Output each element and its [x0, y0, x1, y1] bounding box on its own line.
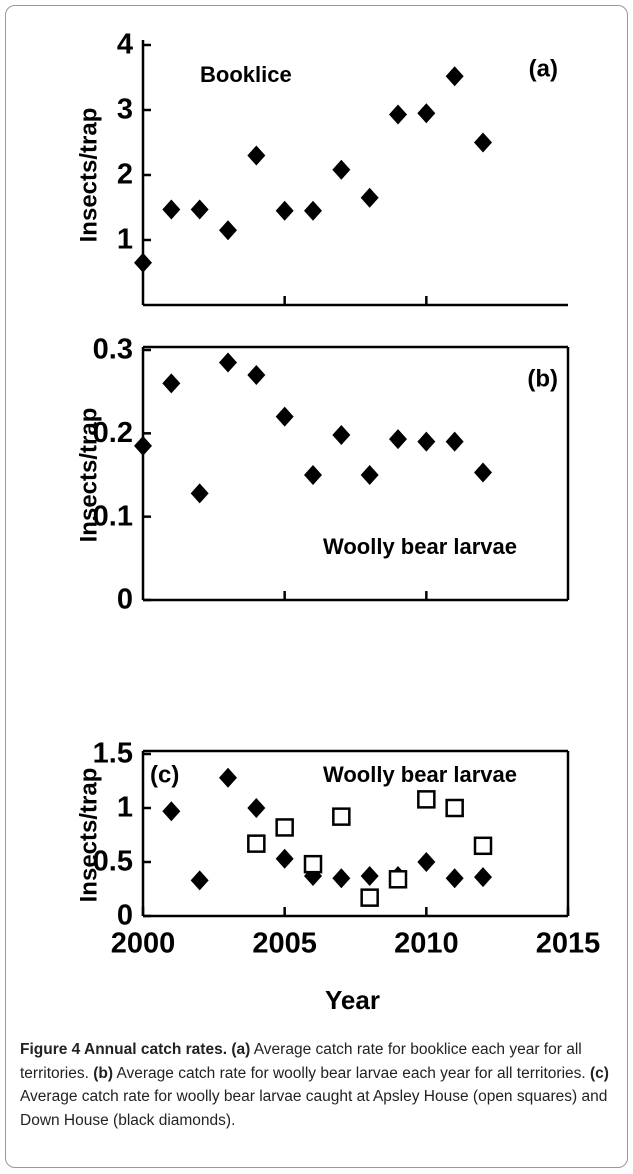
x-tick-label: 2005: [252, 928, 317, 960]
diamond-marker: [134, 435, 152, 456]
square-marker: [417, 790, 436, 809]
y-tick-label: 2: [117, 159, 133, 191]
y-tick-label: 0: [117, 584, 133, 616]
diamond-marker: [445, 66, 464, 87]
annotation: (c): [150, 761, 179, 788]
y-axis-label: Insects/trap: [75, 108, 102, 243]
caption: Figure 4 Annual catch rates. (a) Average…: [20, 1038, 616, 1132]
diamond-marker: [162, 801, 181, 822]
x-tick-label: 2015: [536, 928, 601, 960]
annotation: Woolly bear larvae: [323, 534, 517, 559]
diamond-marker: [190, 199, 209, 220]
y-tick-label: 1.5: [93, 738, 133, 770]
diamond-marker: [134, 252, 152, 273]
x-tick-label: 2000: [111, 928, 176, 960]
diamond-marker: [417, 103, 436, 124]
diamond-marker: [445, 868, 464, 889]
diamond-marker: [304, 200, 322, 221]
caption-text: (a): [231, 1041, 251, 1058]
figure: 1 2 3 4 Insects/trap Booklice (a) 0 0.1 0.2 0.3 Ins…: [75, 29, 601, 1015]
annotation: Booklice: [200, 62, 292, 87]
y-axis-label: Insects/trap: [75, 408, 102, 543]
diamond-marker: [275, 848, 294, 869]
diamond-marker: [162, 373, 181, 394]
diamond-marker: [247, 365, 266, 385]
diamond-marker: [445, 431, 464, 452]
figure-frame: [5, 5, 628, 1168]
diamond-marker: [332, 425, 351, 445]
diamond-marker: [219, 220, 237, 241]
y-axis-label: Insects/trap: [75, 768, 102, 903]
y-tick-label: 1: [117, 792, 133, 824]
diamond-marker: [275, 200, 294, 221]
square-marker: [445, 798, 464, 818]
caption-text: Figure 4 Annual catch rates.: [20, 1041, 228, 1058]
square-marker: [303, 854, 323, 874]
diamond-marker: [190, 870, 209, 891]
caption-text: Average catch rate for booklice each yea…: [20, 1041, 587, 1082]
diamond-marker: [474, 867, 492, 888]
y-tick-label: 0.1: [93, 500, 133, 532]
diamond-marker: [332, 159, 351, 180]
caption-text: (c): [590, 1064, 609, 1082]
square-marker: [332, 807, 351, 826]
y-tick-label: 4: [117, 29, 133, 61]
diamond-marker: [417, 852, 436, 872]
caption-text: (b): [93, 1064, 114, 1082]
diamond-marker: [304, 465, 322, 485]
square-marker: [473, 836, 493, 856]
y-tick-label: 0: [117, 900, 133, 932]
diamond-marker: [389, 104, 407, 125]
diamond-marker: [275, 406, 294, 427]
y-tick-label: 1: [117, 224, 133, 256]
diamond-marker: [332, 868, 351, 889]
caption-text: Average catch rate for woolly bear larva…: [20, 1064, 613, 1129]
diamond-marker: [474, 132, 492, 153]
y-tick-label: 0.3: [93, 334, 133, 366]
diamond-marker: [190, 483, 209, 504]
diamond-marker: [360, 866, 379, 887]
annotation: Woolly bear larvae: [323, 762, 517, 787]
y-tick-label: 0.2: [93, 417, 133, 449]
x-axis-label: Year: [325, 985, 380, 1015]
annotation: (a): [529, 55, 558, 82]
diamond-marker: [417, 431, 436, 452]
x-tick-label: 2010: [394, 928, 459, 960]
annotation: (b): [527, 365, 558, 392]
diamond-marker: [474, 462, 492, 483]
diamond-marker: [162, 199, 181, 220]
diamond-marker: [219, 352, 237, 373]
square-marker: [360, 888, 379, 907]
square-marker: [275, 818, 294, 837]
diamond-marker: [360, 465, 379, 485]
square-marker: [247, 834, 266, 853]
diamond-marker: [360, 187, 379, 208]
square-marker: [388, 870, 408, 889]
diamond-marker: [247, 145, 266, 166]
caption-text: Average catch rate for woolly bear larva…: [113, 1064, 591, 1082]
y-tick-label: 3: [117, 94, 133, 126]
y-tick-label: 0.5: [93, 846, 133, 878]
diamond-marker: [389, 429, 407, 450]
diamond-marker: [219, 767, 237, 788]
diamond-marker: [247, 798, 266, 818]
